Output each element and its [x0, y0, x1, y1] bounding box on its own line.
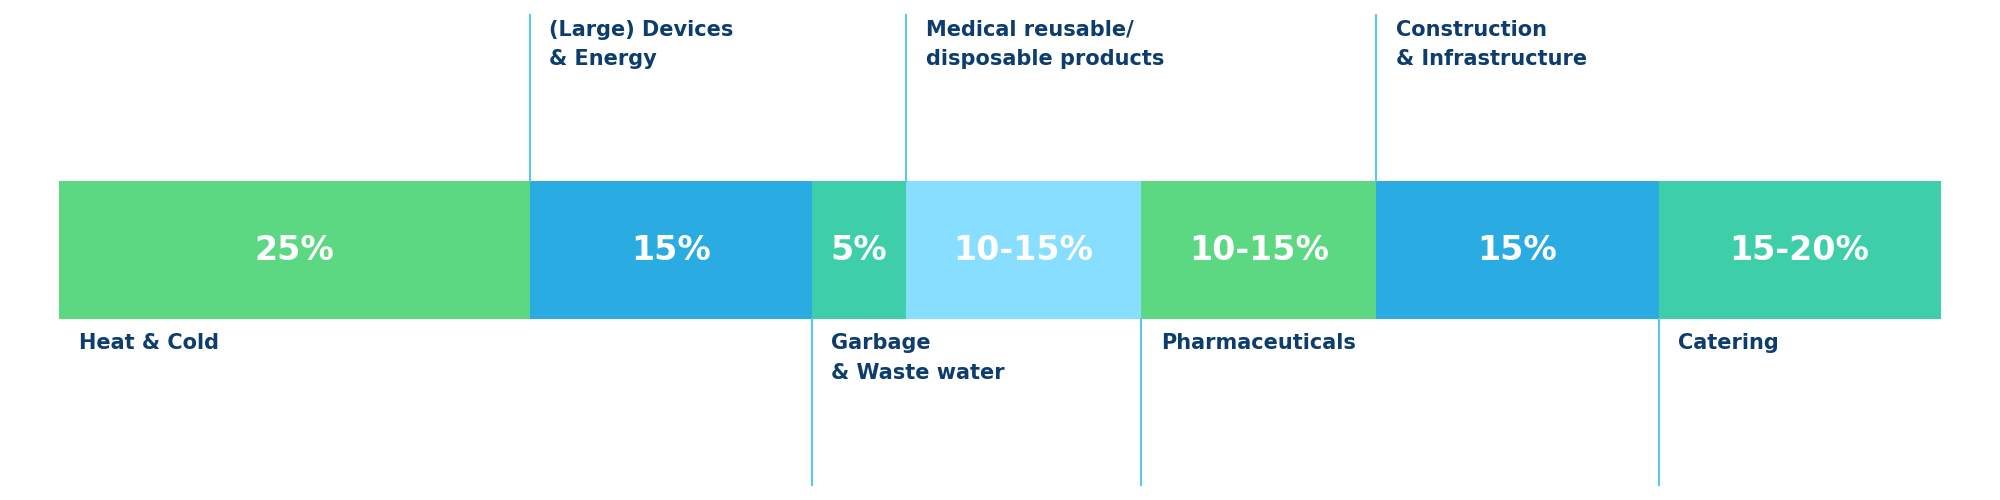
Text: (Large) Devices
& Energy: (Large) Devices & Energy [550, 20, 734, 70]
FancyBboxPatch shape [1376, 182, 1658, 318]
FancyBboxPatch shape [1142, 182, 1376, 318]
Text: 25%: 25% [254, 234, 334, 266]
Text: 15%: 15% [630, 234, 710, 266]
Text: Construction
& Infrastructure: Construction & Infrastructure [1396, 20, 1588, 70]
FancyBboxPatch shape [60, 182, 530, 318]
Text: Catering: Catering [1678, 334, 1778, 353]
FancyBboxPatch shape [530, 182, 812, 318]
Text: 15-20%: 15-20% [1730, 234, 1870, 266]
Text: 15%: 15% [1478, 234, 1558, 266]
Text: 5%: 5% [830, 234, 888, 266]
Text: Pharmaceuticals: Pharmaceuticals [1160, 334, 1356, 353]
Text: 10-15%: 10-15% [1188, 234, 1328, 266]
Text: Heat & Cold: Heat & Cold [78, 334, 218, 353]
Text: Garbage
& Waste water: Garbage & Waste water [832, 334, 1006, 383]
FancyBboxPatch shape [906, 182, 1142, 318]
Text: Medical reusable/
disposable products: Medical reusable/ disposable products [926, 20, 1164, 70]
FancyBboxPatch shape [1658, 182, 1940, 318]
FancyBboxPatch shape [812, 182, 906, 318]
Text: 10-15%: 10-15% [954, 234, 1094, 266]
